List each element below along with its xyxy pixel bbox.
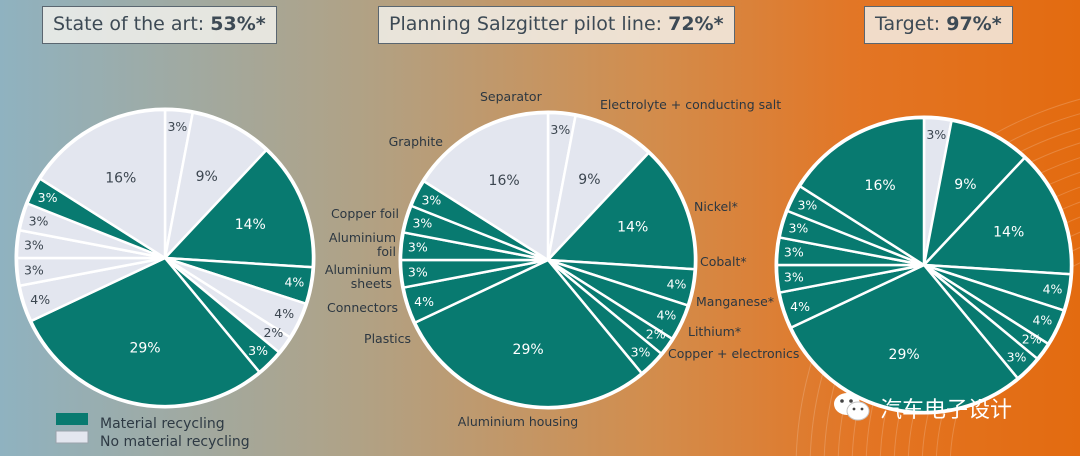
slice-value-label: 3% [24,262,44,277]
chart-title-target: Target: 97%* [864,6,1013,44]
category-label-cobalt: Cobalt* [700,254,747,269]
legend-swatch-not-recycled [55,430,89,444]
category-label-connectors: Connectors [327,300,398,315]
slice-value-label: 3% [29,213,49,228]
slice-value-label: 3% [926,127,946,142]
slice-value-label: 3% [408,264,428,279]
slice-value-label: 29% [513,342,544,358]
legend-swatch-recycled [56,413,88,425]
slice-value-label: 3% [631,345,651,360]
slice-value-label: 9% [954,177,976,193]
pie-chart-state-of-the-art: 3% 9% 14% 4% 4% 2% 3% 29% 4% 3% 3% 3% 3% 16% [14,107,316,409]
category-label-aluminium-foil: Aluminium foil [329,230,396,259]
legend: Material recycling No material recycling [55,413,250,450]
legend-label-not-recycled: No material recycling [100,434,250,450]
category-label-electrolyte-conducting-salt: Electrolyte + conducting salt [600,97,781,112]
slice-value-label: 4% [667,277,687,292]
slice-value-label: 14% [235,217,266,233]
category-label-copper-electronics: Copper + electronics [668,346,799,361]
category-label-aluminium-housing: Aluminium housing [458,414,578,429]
slice-value-label: 4% [284,275,304,290]
watermark: 汽车电子设计 [832,386,1012,430]
slice-value-label: 4% [30,292,50,307]
slice-value-label: 3% [784,245,804,260]
slice-value-label: 3% [24,238,44,253]
slice-value-label: 29% [129,341,160,357]
slice-value-label: 9% [578,172,600,188]
slice-value-label: 16% [105,171,136,187]
slice-value-label: 9% [196,169,218,185]
slice-value-label: 3% [784,269,804,284]
category-label-plastics: Plastics [364,331,411,346]
slice-value-label: 3% [412,216,432,231]
slice-value-label: 3% [38,190,58,205]
slice-value-label: 16% [865,178,896,194]
legend-label-recycled: Material recycling [100,416,225,432]
slice-value-label: 2% [646,326,666,341]
pie-chart-pilot-line: 3% 9% 14% 4% 4% 2% 3% 29% 4% 3% 3% 3% 3% 16% [398,110,698,410]
slice-value-label: 3% [248,343,268,358]
category-label-aluminium-sheets: Aluminium sheets [325,262,392,291]
slice-value-label: 2% [1022,331,1042,346]
slice-value-label: 4% [1032,313,1052,328]
slice-value-label: 14% [617,219,648,235]
pie-chart-target: 3% 9% 14% 4% 4% 2% 3% 29% 4% 3% 3% 3% 3% 16% [774,115,1074,415]
chart-title-state-of-the-art: State of the art: 53%* [42,6,277,44]
category-label-manganese: Manganese* [696,294,774,309]
slice-value-label: 3% [408,240,428,255]
slice-value-label: 3% [797,198,817,213]
slice-value-label: 3% [550,122,570,137]
category-label-copper-foil: Copper foil [331,206,399,221]
chart-title-pilot-line: Planning Salzgitter pilot line: 72%* [378,6,735,44]
slice-value-label: 4% [1043,282,1063,297]
slice-value-label: 4% [790,299,810,314]
slice-value-label: 3% [788,221,808,236]
slice-value-label: 4% [414,294,434,309]
category-label-separator: Separator [480,89,543,104]
slice-value-label: 3% [1007,350,1027,365]
pie-rim [774,115,1074,415]
watermark-text: 汽车电子设计 [880,398,1013,423]
slice-value-label: 29% [889,347,920,363]
pie-rim [14,107,316,409]
slice-value-label: 3% [167,119,187,134]
slice-value-label: 2% [263,325,283,340]
slice-value-label: 3% [421,193,441,208]
category-label-lithium: Lithium* [688,324,741,339]
category-label-nickel: Nickel* [694,199,738,214]
slice-value-label: 4% [656,308,676,323]
slice-value-label: 4% [274,306,294,321]
pie-rim [398,110,698,410]
slice-value-label: 16% [489,173,520,189]
pilot-line-category-labels: Separator Electrolyte + conducting salt Ni… [325,89,800,429]
category-label-graphite: Graphite [389,134,444,149]
wechat-logo-icon [834,393,870,421]
slice-value-label: 14% [993,224,1024,240]
